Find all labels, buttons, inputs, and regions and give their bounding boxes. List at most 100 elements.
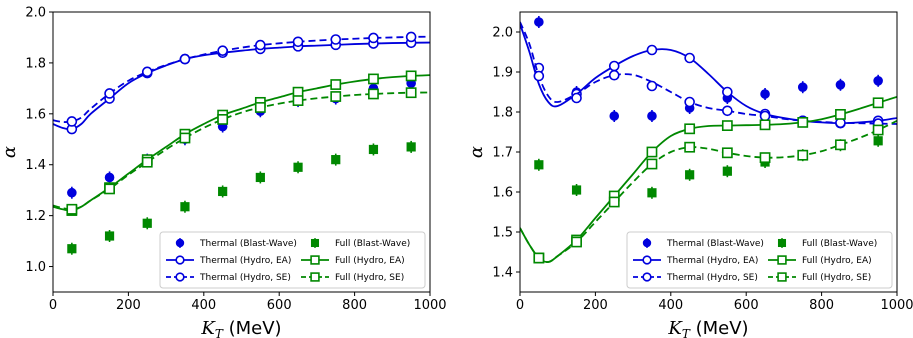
legend-item: Full (Hydro, EA): [301, 255, 405, 266]
data-point: [405, 31, 417, 43]
legend-marker: [642, 255, 652, 265]
data-point: [368, 144, 379, 155]
data-point: [533, 70, 545, 82]
data-point: [873, 76, 883, 86]
y-tick-label: 1.8: [25, 56, 46, 71]
data-point: [835, 139, 846, 151]
x-axis-label: KT (MeV): [200, 318, 281, 338]
series-full-hydro-se: [53, 87, 430, 215]
data-point: [608, 69, 620, 81]
data-point: [685, 170, 695, 180]
data-point: [218, 186, 228, 197]
data-point: [873, 136, 883, 146]
data-point: [684, 123, 696, 135]
data-point: [217, 114, 229, 125]
legend-marker: [642, 272, 652, 282]
legend-marker: [642, 238, 652, 248]
data-point: [217, 45, 228, 56]
y-tick-label: 1.5: [492, 226, 513, 241]
legend-label: Thermal (Blast-Wave): [666, 239, 764, 249]
series-full-blast-wave: [67, 140, 416, 255]
data-point: [646, 44, 658, 56]
legend-label: Thermal (Hydro, EA): [199, 256, 291, 266]
data-point: [254, 102, 266, 113]
legend-label: Full (Hydro, EA): [802, 256, 872, 266]
x-tick-label: 200: [116, 298, 141, 313]
y-tick-label: 1.4: [25, 158, 46, 173]
data-point: [872, 97, 884, 109]
data-point: [368, 88, 379, 100]
legend-item: Full (Hydro, EA): [768, 255, 872, 266]
x-tick-label: 600: [734, 298, 759, 313]
x-tick-label: 400: [658, 298, 683, 313]
y-tick-label: 1.9: [492, 66, 513, 81]
series-line: [53, 91, 430, 211]
legend-item: Thermal (Hydro, EA): [166, 255, 291, 266]
data-point: [330, 34, 342, 45]
x-axis-label-sub: T: [215, 327, 224, 338]
x-tick-label: 600: [267, 298, 292, 313]
data-point: [797, 149, 809, 161]
legend-item: Full (Blast-Wave): [310, 238, 410, 249]
legend-label: Full (Hydro, SE): [335, 273, 404, 283]
data-point: [608, 60, 620, 72]
data-point: [104, 231, 115, 241]
x-axis-label-main: K: [667, 318, 683, 338]
legend-item: Thermal (Hydro, SE): [166, 272, 291, 283]
data-point: [534, 17, 544, 27]
legend-marker: [175, 238, 185, 248]
y-tick-label: 1.0: [25, 260, 46, 275]
legend-marker: [777, 255, 787, 265]
legend-label: Thermal (Hydro, EA): [666, 256, 758, 266]
data-point: [66, 203, 78, 215]
data-point: [722, 86, 733, 98]
data-point: [571, 92, 582, 104]
x-axis-label-sub: T: [682, 327, 691, 338]
data-point: [759, 119, 771, 131]
data-point: [646, 146, 658, 158]
data-point: [759, 110, 771, 122]
x-tick-label: 0: [516, 298, 524, 313]
data-point: [684, 141, 696, 153]
legend-item: Full (Hydro, SE): [768, 272, 871, 283]
legend-label: Full (Blast-Wave): [802, 239, 877, 249]
data-point: [255, 172, 265, 183]
legend: Thermal (Blast-Wave) Thermal (Hydro, EA) T…: [159, 231, 426, 289]
legend-item: Full (Blast-Wave): [777, 238, 877, 249]
data-point: [292, 95, 304, 106]
data-point: [180, 202, 190, 212]
legend-label: Full (Hydro, EA): [335, 256, 405, 266]
data-point: [721, 147, 733, 159]
data-point: [608, 196, 620, 208]
data-point: [722, 166, 732, 176]
data-point: [647, 111, 657, 121]
legend-box: [626, 231, 893, 289]
data-point: [104, 88, 115, 99]
data-point: [179, 132, 191, 144]
legend-label: Thermal (Hydro, SE): [199, 273, 291, 283]
data-point: [646, 158, 658, 170]
y-tick-label: 1.7: [492, 146, 513, 161]
data-point: [646, 80, 658, 92]
data-point: [534, 160, 544, 170]
legend: Thermal (Blast-Wave) Thermal (Hydro, EA) T…: [626, 231, 893, 289]
data-point: [684, 96, 695, 108]
data-point: [797, 82, 808, 92]
data-point: [141, 66, 153, 78]
y-tick-label: 1.6: [25, 107, 46, 122]
data-point: [104, 172, 115, 183]
data-point: [330, 91, 342, 102]
data-point: [142, 218, 152, 228]
data-point: [759, 152, 771, 163]
legend-item: Thermal (Blast-Wave): [175, 238, 297, 249]
plot-area: [53, 31, 430, 255]
x-tick-label: 1000: [880, 298, 913, 313]
chart-right: 0 200 400 600 800 10001.41.51.61.71.81.92.0KT…: [466, 11, 913, 338]
x-axis-label: KT (MeV): [667, 318, 748, 338]
data-point: [179, 53, 191, 65]
x-tick-label: 1000: [413, 298, 446, 313]
data-point: [533, 252, 545, 264]
data-point: [722, 105, 733, 117]
data-point: [331, 155, 341, 165]
